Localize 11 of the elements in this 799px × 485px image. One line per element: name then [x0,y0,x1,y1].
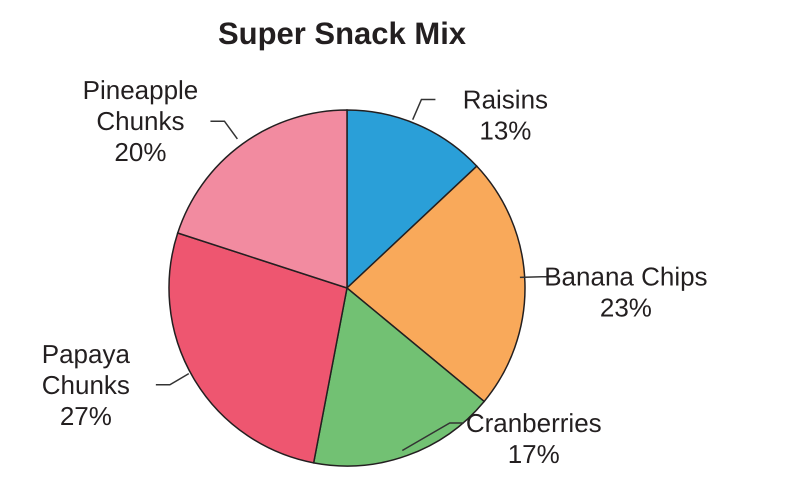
slice-label: Pineapple Chunks [82,75,198,136]
slice-label: Cranberries [466,408,602,438]
data-label: 20% [114,137,166,168]
slice-label: Raisins [462,84,548,114]
data-label: 23% [600,292,652,323]
data-label: 13% [479,115,532,146]
chart-title: Super Snack Mix [216,16,468,52]
data-label: 17% [508,439,560,469]
slice-label: Papaya Chunks [42,338,130,400]
data-label: 27% [60,400,112,431]
slice-label: Banana Chips [544,262,708,292]
